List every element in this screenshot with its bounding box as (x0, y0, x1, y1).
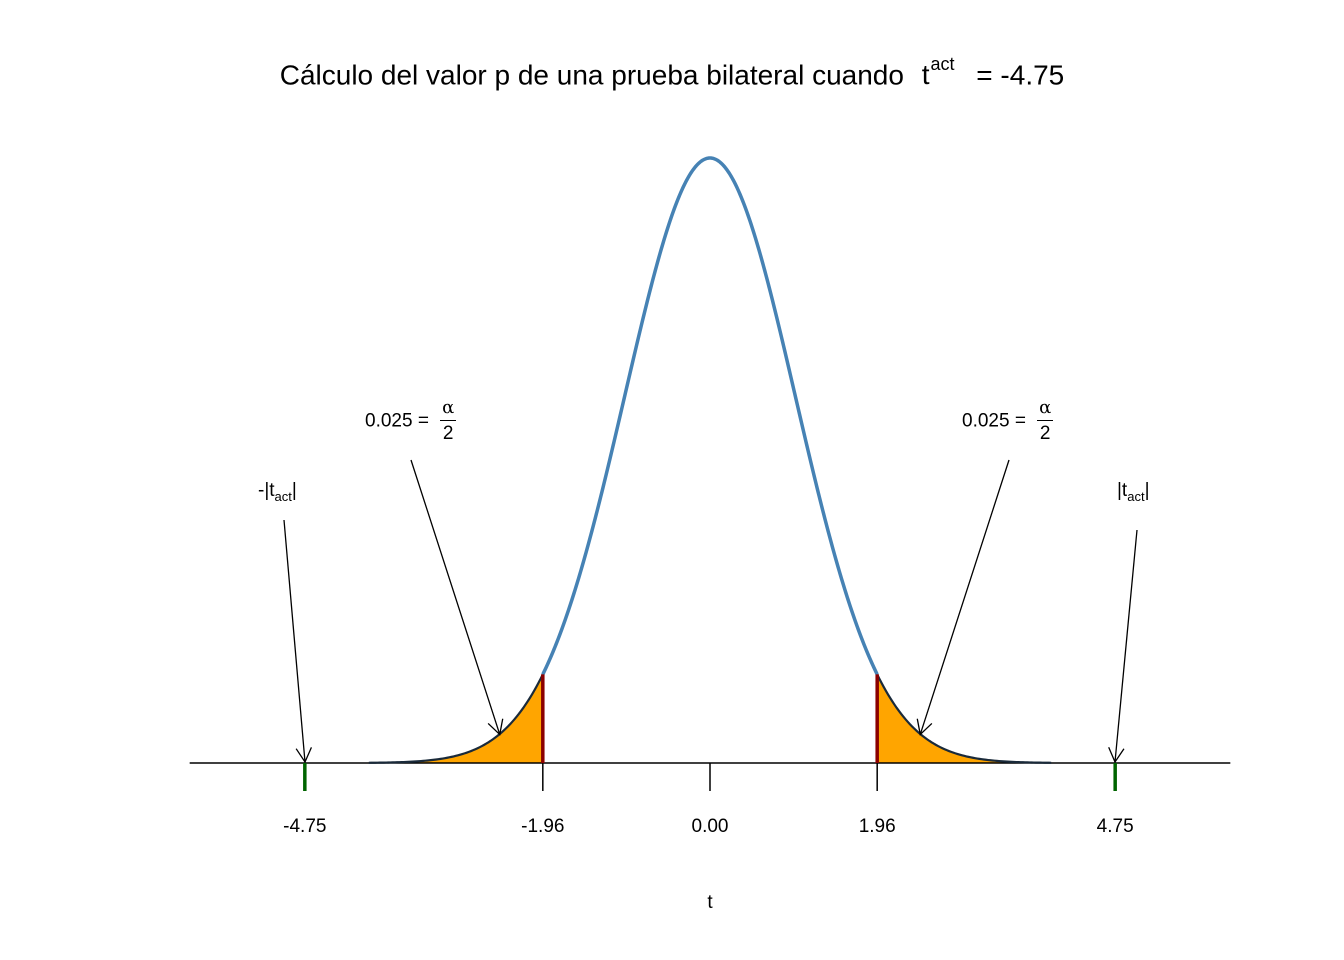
left-tact-suffix: | (291, 480, 297, 501)
left-alpha-value: 0.025 = (365, 410, 429, 432)
arrow-right-tact-head (1108, 747, 1125, 764)
left-tact-subscript: act (274, 489, 292, 504)
right-alpha-fraction-bar (1037, 420, 1054, 421)
left-alpha-fraction-bar (440, 420, 457, 421)
right-tact-annotation: |tact| (1117, 480, 1150, 504)
x-tick-label: 1.96 (858, 816, 896, 837)
right-alpha-annotation: 0.025 = α 2 (962, 397, 1054, 445)
x-tick-label: -1.96 (521, 816, 565, 837)
right-alpha-denominator: 2 (1039, 423, 1051, 444)
left-tact-prefix: -|t (258, 480, 275, 501)
arrow-left-tact (283, 519, 306, 763)
tail-outline-right (876, 673, 1052, 764)
left-alpha-fraction: α 2 (440, 397, 457, 445)
x-tick-label: 4.75 (1096, 816, 1134, 837)
rejection-region-right (877, 674, 1052, 763)
arrow-right-alpha (919, 459, 1010, 735)
right-alpha-numerator: α (1039, 397, 1052, 418)
arrow-right-tact (1114, 529, 1138, 763)
left-alpha-annotation: 0.025 = α 2 (365, 397, 457, 445)
right-alpha-value: 0.025 = (962, 410, 1026, 432)
density-curve (541, 156, 879, 676)
arrow-right-alpha-head (916, 718, 933, 736)
left-alpha-numerator: α (442, 397, 455, 418)
x-axis-label: t (707, 892, 713, 913)
arrow-left-alpha (410, 459, 501, 735)
left-tact-annotation: -|tact| (258, 480, 297, 504)
right-alpha-fraction: α 2 (1037, 397, 1054, 445)
right-tact-prefix: |t (1117, 480, 1128, 501)
right-tact-subscript: act (1127, 489, 1145, 504)
arrow-left-alpha-head (487, 718, 504, 736)
x-tick-label: -4.75 (283, 816, 327, 837)
tail-outline-left (368, 673, 544, 764)
left-alpha-denominator: 2 (442, 423, 454, 444)
chart-title: Cálculo del valor p de una prueba bilate… (0, 54, 1344, 91)
title-t-symbol: t (921, 59, 930, 91)
rejection-region-left (368, 674, 543, 763)
title-t-superscript: act (930, 54, 955, 74)
arrow-left-tact-head (295, 747, 313, 764)
title-prefix: Cálculo del valor p de una prueba bilate… (279, 59, 904, 91)
title-suffix: = -4.75 (976, 59, 1065, 91)
right-tact-suffix: | (1144, 480, 1150, 501)
x-tick-label: 0.00 (691, 816, 729, 837)
